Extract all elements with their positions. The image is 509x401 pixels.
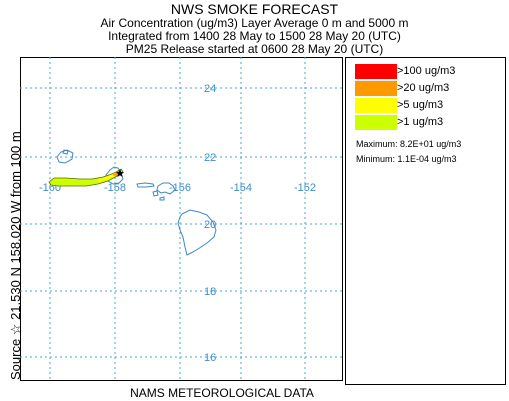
subtitle-integration-period: Integrated from 1400 28 May to 1500 28 M… [108,29,401,43]
legend-swatch-lime [355,115,397,130]
graticule [20,57,343,381]
legend-item-gt20: >20 ug/m3 [355,81,449,96]
lon-label-152: -152 [294,182,316,194]
coast-kahoolawe [159,196,165,201]
legend-label: >5 ug/m3 [397,99,444,111]
legend-swatch-red [355,64,397,79]
coast-maui [156,182,176,195]
legend-swatch-orange [355,81,397,96]
source-star-icon [116,169,124,177]
legend-minimum: Minimum: 1.1E-04 ug/m3 [356,154,457,164]
chart-title: NWS SMOKE FORECAST [170,1,339,17]
lat-label-24: 24 [204,83,216,95]
lat-label-22: 22 [204,152,216,164]
map-frame [20,57,343,381]
legend-label: >20 ug/m3 [397,82,450,94]
subtitle-release-time: PM25 Release started at 0600 28 May 20 (… [125,42,384,56]
coast-molokai [136,182,155,188]
lon-label-154: -154 [230,182,252,194]
smoke-plume [48,168,124,187]
legend-swatch-yellow [355,98,397,113]
legend-maximum: Maximum: 8.2E+01 ug/m3 [356,139,462,149]
lon-label-158: -158 [104,182,126,194]
coastlines [56,149,217,256]
subtitle-concentration: Air Concentration (ug/m3) Layer Average … [100,16,409,30]
lat-label-18: 18 [204,286,216,298]
map-panel: 24 22 20 18 16 -160 -158 -156 -154 -152 [20,57,343,381]
coast-hawaii [177,209,217,256]
legend-item-gt100: >100 ug/m3 [355,64,455,79]
legend-item-gt1: >1 ug/m3 [355,115,443,130]
legend-item-gt5: >5 ug/m3 [355,98,443,113]
coast-kauai [62,149,69,155]
legend-panel: >100 ug/m3 >20 ug/m3 >5 ug/m3 >1 ug/m3 M… [345,57,506,385]
coast-lanai [152,190,159,197]
meteorological-data-label: NAMS METEOROLOGICAL DATA [130,386,314,400]
legend-label: >1 ug/m3 [397,116,444,128]
coast-niihau [56,149,74,164]
lat-label-16: 16 [204,352,216,364]
legend-label: >100 ug/m3 [397,65,456,77]
plume-gt1 [48,168,124,187]
